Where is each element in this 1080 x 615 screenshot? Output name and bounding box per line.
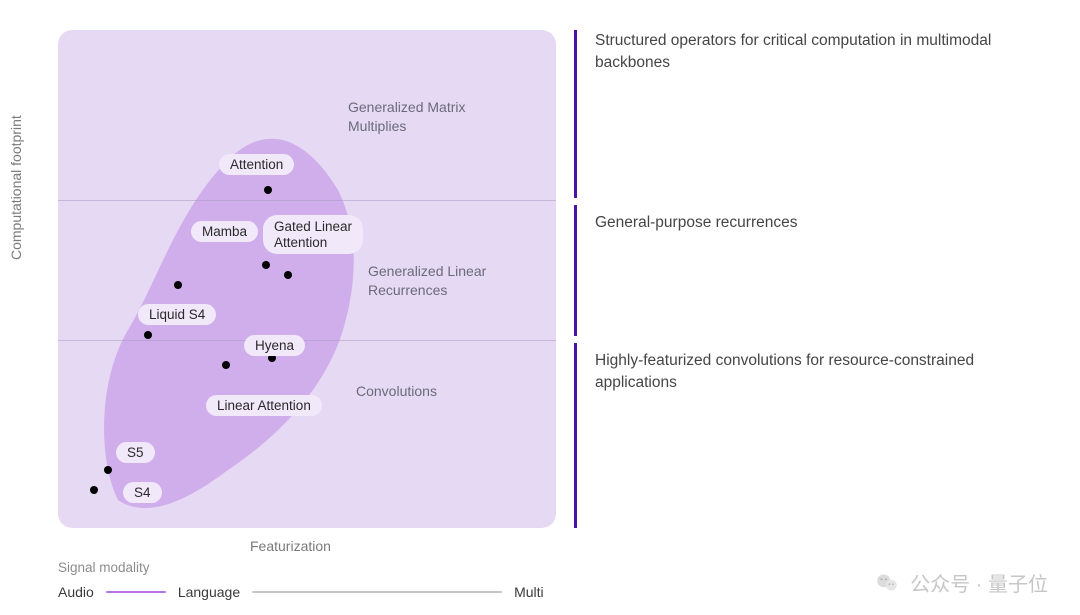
model-pill: Hyena	[244, 335, 305, 356]
section-description: General-purpose recurrences	[595, 212, 1045, 234]
data-point	[144, 331, 152, 339]
model-pill: Attention	[219, 154, 294, 175]
y-axis-label: Computational footprint	[8, 115, 24, 260]
model-pill: Linear Attention	[206, 395, 322, 416]
region-label: Convolutions	[356, 382, 437, 401]
legend-item-label: Language	[178, 584, 240, 600]
data-point	[90, 486, 98, 494]
data-point	[284, 271, 292, 279]
data-point	[222, 361, 230, 369]
region-label: Generalized Matrix Multiplies	[348, 98, 466, 136]
section-divider	[574, 205, 577, 336]
data-point	[262, 261, 270, 269]
model-pill: Liquid S4	[138, 304, 216, 325]
region-label: Generalized Linear Recurrences	[368, 262, 486, 300]
figure-root: Computational footprint Featurization Ge…	[0, 0, 1080, 615]
legend-title: Signal modality	[58, 560, 150, 575]
section-divider	[574, 343, 577, 528]
watermark: 公众号 · 量子位	[874, 568, 1048, 597]
legend-item-label: Audio	[58, 584, 94, 600]
legend-item-label: Multi	[514, 584, 544, 600]
data-point	[104, 466, 112, 474]
x-axis-label: Featurization	[250, 538, 331, 554]
section-description: Highly-featurized convolutions for resou…	[595, 350, 1045, 393]
wechat-icon	[874, 570, 900, 596]
data-point	[264, 186, 272, 194]
plot-hline	[58, 340, 556, 341]
legend-swatch	[252, 591, 502, 593]
section-description: Structured operators for critical comput…	[595, 30, 1045, 73]
plot-hline	[58, 200, 556, 201]
legend-swatch	[106, 591, 166, 593]
section-divider	[574, 30, 577, 198]
model-pill: S4	[123, 482, 162, 503]
model-pill: S5	[116, 442, 155, 463]
model-pill: Mamba	[191, 221, 258, 242]
data-point	[174, 281, 182, 289]
legend-row: Audio Language Multi	[58, 584, 544, 600]
watermark-text: 公众号 · 量子位	[910, 568, 1048, 597]
model-pill: Gated Linear Attention	[263, 215, 363, 254]
plot-area: Generalized Matrix Multiplies Generalized…	[58, 30, 556, 528]
